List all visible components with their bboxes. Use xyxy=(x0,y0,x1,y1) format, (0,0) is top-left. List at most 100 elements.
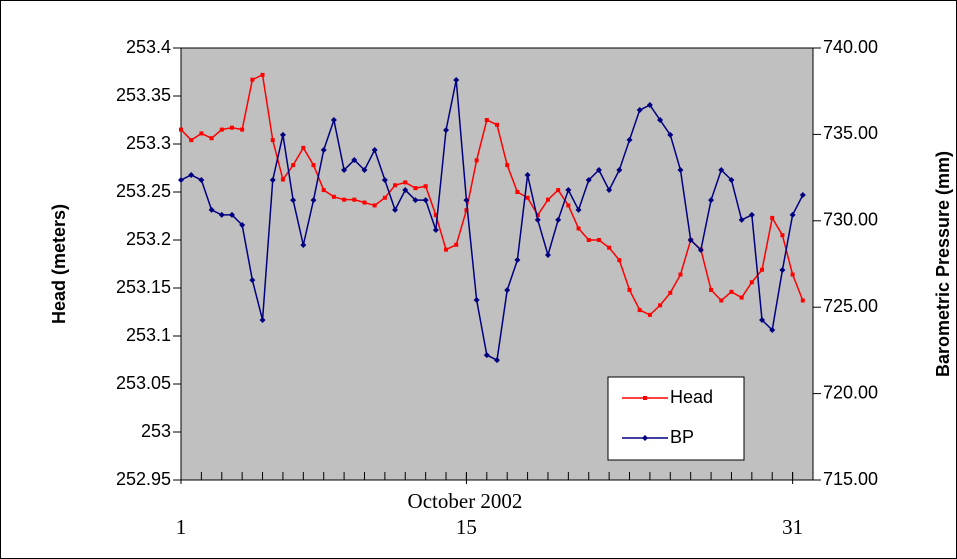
data-point xyxy=(545,197,550,202)
data-point xyxy=(556,188,561,193)
y-tick-label: 253.35 xyxy=(116,85,171,105)
data-point xyxy=(342,197,347,202)
data-point xyxy=(270,138,275,143)
data-point xyxy=(279,131,286,138)
data-point xyxy=(412,197,419,204)
data-point xyxy=(616,166,623,173)
x-tick-label: 15 xyxy=(456,515,477,539)
data-point xyxy=(361,166,368,173)
y-tick-label: 253.1 xyxy=(126,325,171,345)
data-point xyxy=(667,131,674,138)
data-point xyxy=(799,192,806,199)
y-tick-label: 253.3 xyxy=(126,133,171,153)
data-point xyxy=(310,197,317,204)
y-axis-title: Head (meters) xyxy=(49,204,69,324)
data-point xyxy=(595,166,602,173)
data-point xyxy=(290,197,297,204)
data-point xyxy=(760,267,765,272)
data-point xyxy=(534,216,541,223)
data-point xyxy=(321,188,326,193)
data-point xyxy=(330,117,337,124)
legend: Head BP xyxy=(607,376,745,461)
data-point xyxy=(178,177,184,184)
data-point xyxy=(413,186,418,191)
data-point xyxy=(484,118,489,122)
data-point xyxy=(576,226,581,231)
data-point xyxy=(403,180,408,185)
data-point xyxy=(444,247,449,252)
data-point xyxy=(606,187,613,194)
data-point xyxy=(505,163,510,168)
data-point xyxy=(626,136,633,143)
data-point xyxy=(229,125,234,130)
data-point xyxy=(515,190,520,194)
data-point xyxy=(748,211,755,218)
data-point xyxy=(382,195,387,200)
data-point xyxy=(188,172,195,179)
data-point xyxy=(199,131,204,136)
data-point xyxy=(464,208,469,213)
data-point xyxy=(473,296,480,303)
data-point xyxy=(381,177,388,184)
data-point xyxy=(759,316,766,323)
data-point xyxy=(352,197,357,202)
data-point xyxy=(525,195,530,200)
data-point xyxy=(240,127,245,132)
data-point xyxy=(423,184,428,189)
data-point xyxy=(331,194,336,199)
y2-tick-label: 725.00 xyxy=(823,296,878,316)
legend-label: Head xyxy=(670,387,713,407)
data-point xyxy=(432,226,439,233)
data-point xyxy=(647,312,652,317)
legend-box xyxy=(607,376,745,461)
data-point xyxy=(535,213,540,218)
data-point xyxy=(301,145,306,150)
x-tick-label: 31 xyxy=(782,515,803,539)
data-point xyxy=(219,127,224,132)
data-point xyxy=(443,127,450,134)
data-point xyxy=(617,258,622,263)
data-point xyxy=(260,72,265,77)
data-point xyxy=(228,211,235,218)
y-tick-label: 252.95 xyxy=(116,469,171,489)
data-point xyxy=(300,241,307,248)
data-point xyxy=(708,197,715,204)
y-tick-label: 253 xyxy=(141,421,171,441)
data-point xyxy=(636,107,643,114)
data-point xyxy=(209,136,214,141)
data-point xyxy=(739,295,744,300)
data-point xyxy=(790,272,795,277)
data-point xyxy=(362,200,367,205)
data-point xyxy=(657,117,664,124)
data-point xyxy=(749,280,754,285)
data-point xyxy=(269,177,276,184)
y-tick-label: 253.05 xyxy=(116,373,171,393)
data-point xyxy=(779,267,786,274)
y2-tick-label: 715.00 xyxy=(823,469,878,489)
data-point xyxy=(668,290,673,295)
data-point xyxy=(351,156,358,163)
data-point xyxy=(718,166,725,173)
y2-tick-label: 740.00 xyxy=(823,37,878,57)
data-point xyxy=(770,215,775,220)
data-point xyxy=(697,247,704,254)
data-point xyxy=(494,357,500,364)
data-point xyxy=(586,238,591,242)
legend-label: BP xyxy=(670,427,694,447)
data-point xyxy=(453,76,460,83)
data-point xyxy=(280,177,285,182)
data-point xyxy=(179,127,183,132)
data-point xyxy=(575,206,582,213)
data-point xyxy=(719,298,724,303)
data-point xyxy=(320,146,327,153)
data-point xyxy=(454,242,459,247)
data-point xyxy=(208,206,215,213)
data-point xyxy=(250,77,255,82)
data-point xyxy=(709,287,714,292)
data-point xyxy=(800,298,805,303)
data-point xyxy=(371,146,378,153)
data-point xyxy=(596,238,601,242)
data-point xyxy=(474,158,479,163)
data-point xyxy=(372,203,377,208)
y-tick-label: 253.4 xyxy=(126,37,171,57)
